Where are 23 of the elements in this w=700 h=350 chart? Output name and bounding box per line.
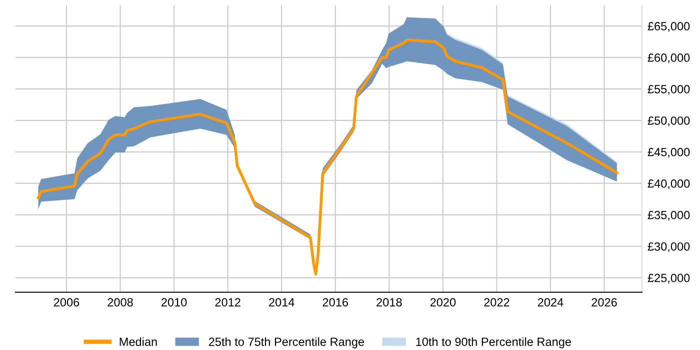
x-tick-label: 2012 — [215, 298, 240, 306]
y-tick-label: £40,000 — [648, 179, 690, 190]
x-tick-label: 2014 — [269, 298, 294, 306]
legend-label: 10th to 90th Percentile Range — [416, 337, 571, 348]
y-tick-label: £65,000 — [648, 22, 690, 32]
y-tick-label: £35,000 — [648, 210, 690, 221]
x-tick-label: 2018 — [376, 298, 402, 306]
y-tick-label: £30,000 — [648, 242, 690, 252]
x-tick-label: 2008 — [108, 298, 133, 306]
x-tick-label: 2024 — [538, 298, 564, 306]
x-tick-label: 2010 — [162, 298, 187, 306]
x-tick-label: 2016 — [322, 298, 348, 306]
x-tick-label: 2006 — [54, 298, 80, 306]
y-tick-label: £55,000 — [648, 84, 690, 95]
y-tick-label: £50,000 — [648, 116, 690, 126]
legend-label: Median — [120, 337, 157, 346]
y-tick-label: £25,000 — [648, 274, 690, 284]
x-tick-label: 2022 — [484, 298, 510, 306]
x-tick-label: 2020 — [430, 298, 456, 306]
y-tick-label: £45,000 — [648, 148, 690, 158]
legend-label: 25th to 75th Percentile Range — [208, 337, 364, 348]
x-tick-label: 2026 — [592, 298, 617, 306]
y-tick-label: £60,000 — [648, 54, 690, 64]
